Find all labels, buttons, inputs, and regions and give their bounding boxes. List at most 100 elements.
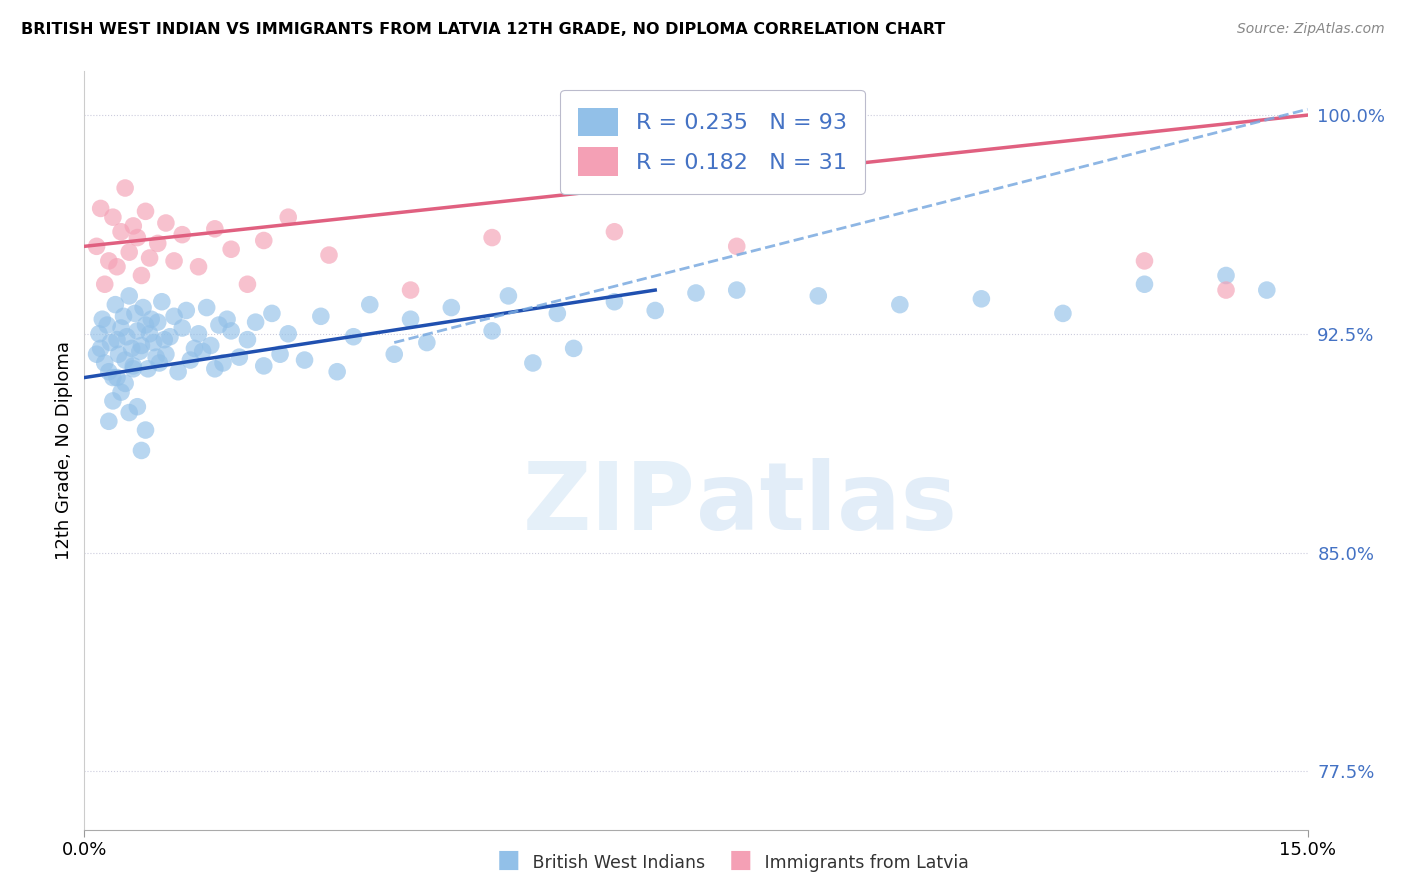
Text: ■: ■ — [496, 848, 520, 872]
Point — [889, 298, 911, 312]
Point — [118, 405, 141, 419]
Text: ■: ■ — [728, 848, 752, 872]
Text: Source: ZipAtlas.com: Source: ZipAtlas.com — [1237, 22, 1385, 37]
Point — [236, 333, 259, 347]
Point — [174, 303, 197, 318]
Point — [204, 361, 226, 376]
Point — [163, 253, 186, 268]
Point — [277, 326, 299, 341]
Point — [219, 242, 242, 256]
Point — [146, 236, 169, 251]
Point — [122, 219, 145, 233]
Point — [546, 306, 568, 320]
Point — [167, 365, 190, 379]
Point — [228, 350, 250, 364]
Point — [195, 301, 218, 315]
Point — [155, 347, 177, 361]
Point — [142, 335, 165, 350]
Y-axis label: 12th Grade, No Diploma: 12th Grade, No Diploma — [55, 341, 73, 560]
Point — [172, 227, 194, 242]
Point — [110, 385, 132, 400]
Point — [150, 294, 173, 309]
Point — [87, 326, 110, 341]
Point — [253, 234, 276, 248]
Point — [101, 393, 124, 408]
Point — [127, 230, 149, 244]
Point — [204, 222, 226, 236]
Point — [90, 342, 112, 356]
Point — [1256, 283, 1278, 297]
Point — [104, 298, 127, 312]
Point — [481, 324, 503, 338]
Point — [90, 202, 112, 216]
Point — [114, 376, 136, 391]
Point — [114, 181, 136, 195]
Point — [93, 356, 115, 370]
Text: British West Indians: British West Indians — [527, 855, 706, 872]
Point — [127, 324, 149, 338]
Point — [236, 277, 259, 292]
Point — [97, 365, 120, 379]
Point — [807, 289, 830, 303]
Point — [1215, 268, 1237, 283]
Point — [217, 312, 239, 326]
Point — [1052, 306, 1074, 320]
Point — [359, 298, 381, 312]
Point — [97, 253, 120, 268]
Point — [172, 321, 194, 335]
Point — [110, 225, 132, 239]
Point — [163, 310, 186, 324]
Point — [399, 283, 422, 297]
Point — [309, 310, 332, 324]
Point — [110, 321, 132, 335]
Point — [132, 301, 155, 315]
Text: Immigrants from Latvia: Immigrants from Latvia — [759, 855, 969, 872]
Point — [1215, 283, 1237, 297]
Point — [725, 283, 748, 297]
Point — [91, 312, 114, 326]
Text: ZIP: ZIP — [523, 458, 696, 549]
Point — [131, 443, 153, 458]
Point — [342, 329, 364, 343]
Point — [522, 356, 544, 370]
Point — [481, 230, 503, 244]
Point — [399, 312, 422, 326]
Point — [725, 239, 748, 253]
Point — [138, 326, 160, 341]
Point — [1133, 253, 1156, 268]
Point — [191, 344, 214, 359]
Point — [200, 338, 222, 352]
Point — [260, 306, 283, 320]
Point — [245, 315, 267, 329]
Point — [112, 310, 135, 324]
Point — [294, 353, 316, 368]
Point — [135, 204, 157, 219]
Point — [105, 333, 128, 347]
Point — [86, 347, 108, 361]
Point — [86, 239, 108, 253]
Point — [253, 359, 276, 373]
Point — [603, 294, 626, 309]
Point — [122, 359, 145, 373]
Point — [131, 338, 153, 352]
Point — [121, 342, 143, 356]
Point — [382, 347, 405, 361]
Point — [153, 333, 176, 347]
Point — [122, 361, 145, 376]
Point — [97, 414, 120, 428]
Point — [127, 400, 149, 414]
Point — [187, 260, 209, 274]
Text: BRITISH WEST INDIAN VS IMMIGRANTS FROM LATVIA 12TH GRADE, NO DIPLOMA CORRELATION: BRITISH WEST INDIAN VS IMMIGRANTS FROM L… — [21, 22, 945, 37]
Text: atlas: atlas — [696, 458, 957, 549]
Point — [179, 353, 201, 368]
Point — [115, 329, 138, 343]
Point — [644, 303, 666, 318]
Point — [219, 324, 242, 338]
Point — [105, 260, 128, 274]
Point — [124, 306, 146, 320]
Point — [269, 347, 291, 361]
Point — [101, 210, 124, 224]
Point — [128, 344, 150, 359]
Point — [277, 210, 299, 224]
Point — [105, 370, 128, 384]
